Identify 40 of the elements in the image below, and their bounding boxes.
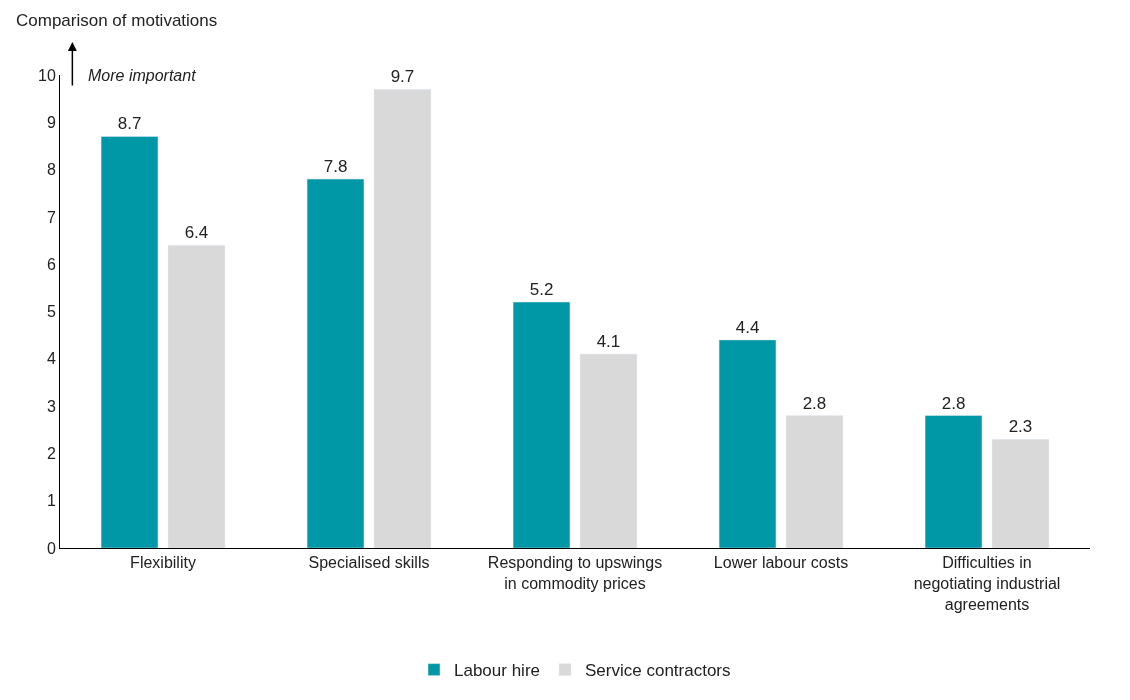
legend-label: Service contractors (585, 661, 731, 681)
bar (100, 136, 159, 548)
bar (991, 438, 1050, 548)
bar (579, 353, 638, 548)
x-tick-label: Flexibility (130, 554, 196, 572)
y-tick-label: 1 (46, 492, 56, 510)
x-tick-label: Lower labour costs (713, 554, 849, 572)
bar (718, 339, 777, 548)
x-tick-label: Responding to upswings in commodity prices (487, 554, 663, 592)
bar (512, 301, 571, 548)
bar (306, 178, 365, 548)
data-label: 5.2 (529, 280, 554, 300)
annotation: More important (88, 67, 197, 84)
data-label: 7.8 (323, 157, 348, 177)
y-tick-label: 3 (46, 397, 56, 415)
x-tick-label: Specialised skills (308, 554, 430, 572)
y-tick-label: 5 (46, 303, 56, 321)
y-tick-label: 4 (46, 350, 56, 368)
data-label: 4.4 (735, 317, 760, 337)
y-axis-title: Comparison of motivations (16, 11, 218, 30)
y-tick-label: 10 (38, 66, 56, 84)
bar (373, 88, 432, 548)
data-label: 4.1 (596, 332, 621, 352)
bar (785, 415, 844, 548)
data-label: 2.3 (1008, 417, 1033, 437)
y-tick-label: 2 (46, 445, 56, 462)
y-tick-label: 0 (46, 539, 56, 557)
y-tick-label: 6 (46, 255, 56, 273)
data-label: 2.8 (941, 393, 966, 413)
data-label: 6.4 (184, 223, 209, 243)
y-tick-label: 8 (46, 161, 56, 179)
data-label: 8.7 (117, 114, 142, 134)
data-label: 9.7 (390, 67, 415, 87)
y-tick-label: 9 (46, 113, 56, 131)
data-label: 2.8 (802, 393, 827, 413)
legend-label: Labour hire (454, 661, 541, 681)
bar (167, 245, 226, 548)
x-tick-label: Difficulties in negotiating industrial agreements (913, 554, 1061, 613)
y-tick-label: 7 (46, 208, 56, 226)
bar (924, 415, 983, 548)
